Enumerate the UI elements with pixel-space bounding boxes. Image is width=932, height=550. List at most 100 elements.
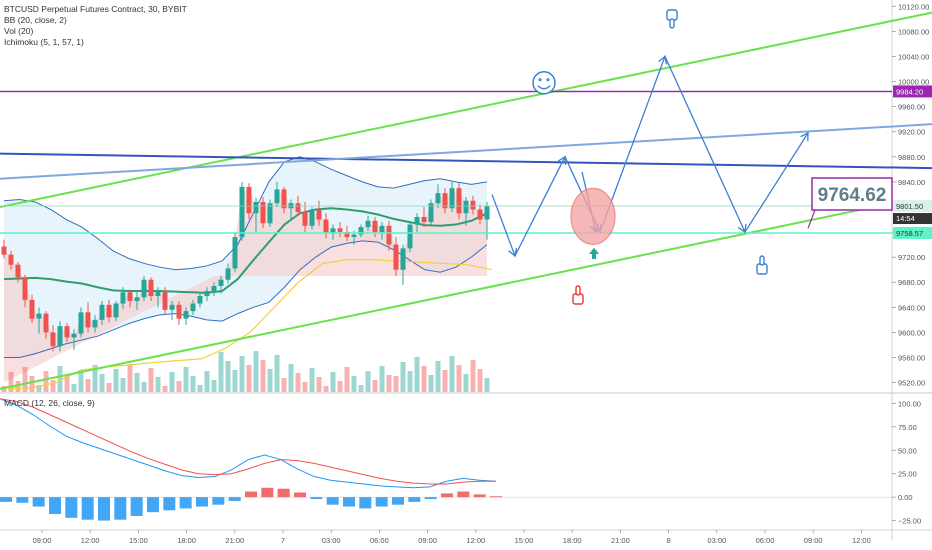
candle-body — [379, 225, 385, 233]
callout-pointer — [807, 209, 816, 229]
macd-histogram-bar — [392, 497, 404, 505]
volume-bar — [414, 357, 420, 392]
candle-body — [15, 264, 21, 278]
candle-body — [218, 279, 224, 287]
candle-body — [246, 186, 252, 214]
x-tick-label: 7 — [281, 536, 285, 545]
volume-bar — [393, 376, 399, 392]
macd-y-tick-label: 25.00 — [898, 470, 917, 479]
y-tick-label: 9600.00 — [898, 328, 925, 337]
candle-body — [302, 211, 308, 226]
y-tick-label: 9680.00 — [898, 278, 925, 287]
hand-down-icon — [666, 9, 678, 29]
volume-bar — [8, 372, 14, 392]
green-up-arrow-stem — [592, 254, 596, 260]
macd-line — [0, 398, 497, 489]
volume-bar — [190, 376, 196, 392]
resistance-price-tag — [893, 85, 932, 98]
legend-ichimoku[interactable]: Ichimoku (5, 1, 57, 1) — [4, 37, 84, 47]
resistance-price-tag-text: 9984.20 — [896, 87, 923, 96]
macd-histogram-bar — [375, 497, 388, 507]
x-tick-label: 03:00 — [707, 536, 726, 545]
volume-bar — [183, 367, 189, 392]
macd-histogram-bar — [441, 493, 453, 498]
volume-bar — [351, 376, 357, 392]
support-price-tag — [893, 226, 932, 239]
mid-channel-line — [0, 123, 932, 180]
candle-body — [141, 279, 147, 298]
y-tick-label: 9880.00 — [898, 153, 925, 162]
macd-histogram-bar — [261, 487, 274, 498]
projection-arrowhead — [557, 155, 567, 165]
candle-body — [204, 291, 210, 297]
y-tick-label: 9520.00 — [898, 379, 925, 388]
y-tick-label: 9960.00 — [898, 103, 925, 112]
candle-body — [155, 291, 161, 297]
horizontal-resistance-line — [0, 152, 932, 170]
macd-histogram-bar — [490, 496, 502, 498]
volume-bar — [85, 379, 91, 392]
volume-bar — [239, 356, 245, 392]
candle-body — [309, 209, 315, 226]
ichimoku-base-line — [7, 259, 493, 390]
volume-bar — [484, 378, 490, 392]
volume-bar — [330, 372, 336, 392]
timer-tag-text: 14:54 — [896, 214, 915, 223]
candle-body — [456, 188, 462, 214]
macd-histogram-bar — [114, 497, 127, 520]
volume-bar — [127, 364, 133, 392]
candle-body — [351, 234, 357, 238]
candle-body — [225, 268, 231, 280]
legend-vol[interactable]: Vol (20) — [4, 26, 34, 36]
candle-body — [71, 333, 77, 338]
volume-bar — [365, 371, 371, 392]
x-tick-label: 12:00 — [466, 536, 485, 545]
macd-y-tick-label: 0.00 — [898, 493, 913, 502]
macd-histogram-bar — [277, 488, 290, 498]
macd-histogram-bar — [49, 497, 61, 515]
volume-bar — [379, 366, 385, 392]
volume-bar — [169, 372, 175, 392]
volume-bar — [64, 375, 70, 392]
legend-symbol[interactable]: BTCUSD Perpetual Futures Contract, 30, B… — [4, 4, 187, 14]
legend-macd[interactable]: MACD (12, 26, close, 9) — [4, 398, 95, 408]
callout-price: 9764.62 — [818, 185, 887, 206]
volume-bar — [428, 375, 434, 392]
candle-body — [281, 189, 287, 209]
callout-box — [811, 177, 893, 211]
candle-body — [428, 203, 434, 223]
volume-bar — [141, 382, 147, 392]
macd-histogram-bar — [473, 494, 486, 498]
macd-histogram-bar — [359, 497, 372, 509]
y-tick-label: 10040.00 — [898, 52, 929, 61]
y-tick-label: 10080.00 — [898, 27, 929, 36]
candle-body — [99, 304, 105, 320]
candle-body — [120, 292, 126, 304]
y-tick-label: 9640.00 — [898, 303, 925, 312]
candle-body — [274, 189, 280, 204]
volume-bar — [456, 365, 462, 392]
candle-body — [435, 193, 441, 204]
projection-arrowhead — [737, 223, 747, 234]
hand-up-red-icon — [572, 285, 584, 305]
volume-bar — [204, 371, 210, 392]
volume-bar — [309, 368, 315, 392]
volume-bar — [435, 361, 441, 392]
y-tick-label: 10000.00 — [898, 78, 929, 87]
volume-bar — [99, 374, 105, 392]
upper-channel-line — [0, 11, 932, 208]
legend-bb[interactable]: BB (20, close, 2) — [4, 15, 67, 25]
x-tick-label: 15:00 — [129, 536, 148, 545]
macd-histogram-bar — [32, 497, 45, 507]
smiley-eye — [546, 78, 550, 82]
x-tick-label: 12:00 — [81, 536, 100, 545]
candle-body — [253, 201, 259, 214]
candle-body — [232, 237, 238, 269]
volume-bar — [22, 367, 28, 392]
y-tick-label: 10120.00 — [898, 2, 929, 11]
green-up-arrow — [589, 247, 599, 255]
projection-arrowhead — [800, 131, 809, 142]
candle-body — [442, 193, 448, 209]
